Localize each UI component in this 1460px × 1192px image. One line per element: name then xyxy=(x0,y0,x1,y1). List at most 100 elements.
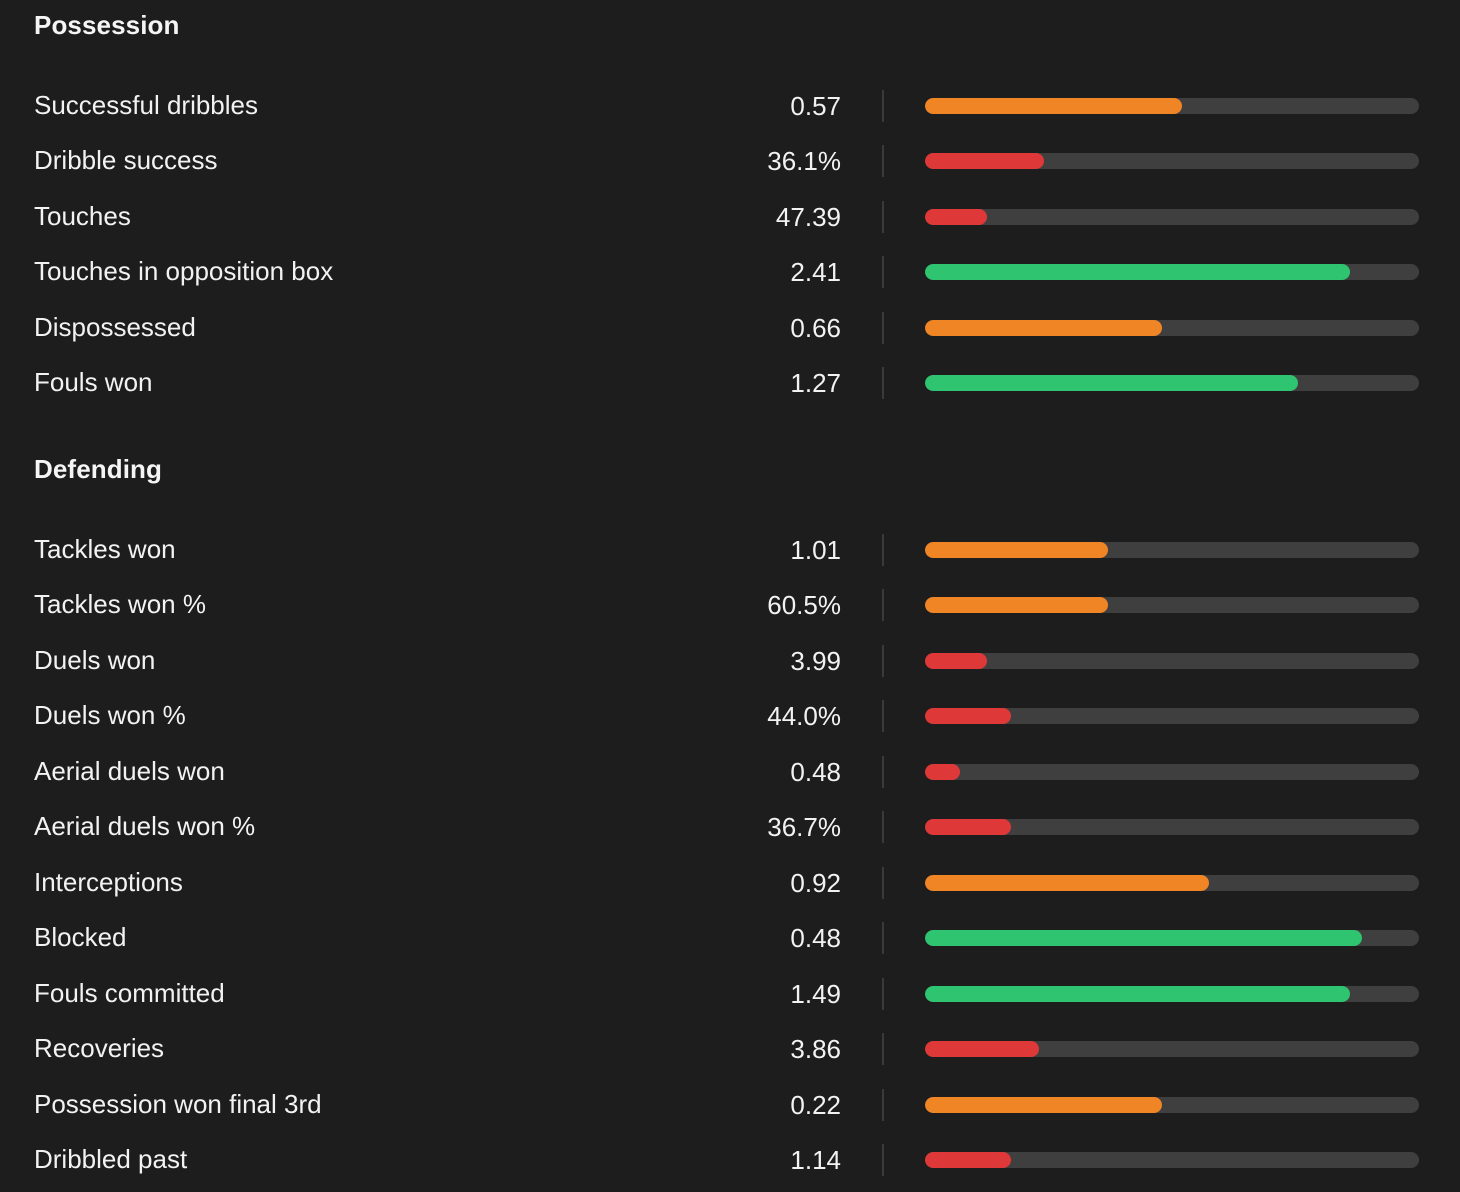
stat-row: Fouls committed 1.49 xyxy=(0,974,1460,1014)
percentile-bar-track xyxy=(925,1097,1419,1113)
stat-label: Successful dribbles xyxy=(34,90,258,120)
percentile-bar-fill xyxy=(925,320,1162,336)
stat-label: Dribble success xyxy=(34,145,218,175)
stat-label: Interceptions xyxy=(34,867,183,897)
percentile-bar-fill xyxy=(925,986,1350,1002)
stat-row: Tackles won 1.01 xyxy=(0,530,1460,570)
section-title-possession: Possession xyxy=(34,10,180,40)
percentile-bar-fill xyxy=(925,375,1298,391)
divider xyxy=(882,645,884,677)
stat-row: Touches in opposition box 2.41 xyxy=(0,252,1460,292)
stat-label: Fouls committed xyxy=(34,978,225,1008)
stat-value: 36.7% xyxy=(767,812,841,842)
percentile-bar-track xyxy=(925,375,1419,391)
stat-label: Tackles won % xyxy=(34,589,206,619)
percentile-bar-fill xyxy=(925,1097,1162,1113)
stat-value: 1.49 xyxy=(790,979,841,1009)
stat-row: Duels won 3.99 xyxy=(0,641,1460,681)
divider xyxy=(882,90,884,122)
percentile-bar-track xyxy=(925,1041,1419,1057)
percentile-bar-fill xyxy=(925,1041,1039,1057)
divider xyxy=(882,1033,884,1065)
stat-label: Recoveries xyxy=(34,1033,165,1063)
divider xyxy=(882,201,884,233)
stat-label: Dribbled past xyxy=(34,1144,188,1174)
stat-row: Possession won final 3rd 0.22 xyxy=(0,1085,1460,1125)
stat-value: 60.5% xyxy=(767,590,841,620)
stat-label: Duels won % xyxy=(34,700,186,730)
stat-value: 3.99 xyxy=(790,646,841,676)
percentile-bar-fill xyxy=(925,209,987,225)
percentile-bar-fill xyxy=(925,653,987,669)
percentile-bar-track xyxy=(925,98,1419,114)
section-title-defending: Defending xyxy=(34,454,163,484)
stat-row: Interceptions 0.92 xyxy=(0,863,1460,903)
stat-value: 3.86 xyxy=(790,1034,841,1064)
divider xyxy=(882,811,884,843)
percentile-bar-track xyxy=(925,875,1419,891)
stat-value: 47.39 xyxy=(775,202,841,232)
stat-value: 1.27 xyxy=(790,368,841,398)
percentile-bar-track xyxy=(925,320,1419,336)
divider xyxy=(882,145,884,177)
stat-label: Blocked xyxy=(34,922,127,952)
percentile-bar-fill xyxy=(925,153,1044,169)
stat-row: Dribble success 36.1% xyxy=(0,141,1460,181)
stat-row: Aerial duels won 0.48 xyxy=(0,752,1460,792)
percentile-bar-track xyxy=(925,819,1419,835)
stat-row: Dribbled past 1.14 xyxy=(0,1140,1460,1180)
divider xyxy=(882,589,884,621)
stat-label: Touches xyxy=(34,201,131,231)
stat-label: Aerial duels won xyxy=(34,756,225,786)
divider xyxy=(882,978,884,1010)
stat-value: 1.01 xyxy=(790,535,841,565)
percentile-bar-fill xyxy=(925,1152,1011,1168)
stat-label: Possession won final 3rd xyxy=(34,1089,322,1119)
divider xyxy=(882,367,884,399)
stat-row: Tackles won % 60.5% xyxy=(0,585,1460,625)
stat-value: 0.48 xyxy=(790,923,841,953)
stat-label: Touches in opposition box xyxy=(34,256,334,286)
stat-row: Fouls won 1.27 xyxy=(0,363,1460,403)
stat-row: Successful dribbles 0.57 xyxy=(0,86,1460,126)
divider xyxy=(882,312,884,344)
percentile-bar-fill xyxy=(925,264,1350,280)
stat-value: 0.66 xyxy=(790,313,841,343)
percentile-bar-track xyxy=(925,930,1419,946)
percentile-bar-track xyxy=(925,986,1419,1002)
percentile-bar-track xyxy=(925,764,1419,780)
stat-value: 44.0% xyxy=(767,701,841,731)
stat-value: 0.92 xyxy=(790,868,841,898)
percentile-bar-track xyxy=(925,153,1419,169)
stat-value: 0.57 xyxy=(790,91,841,121)
divider xyxy=(882,256,884,288)
stat-label: Fouls won xyxy=(34,367,153,397)
stat-row: Duels won % 44.0% xyxy=(0,696,1460,736)
percentile-bar-fill xyxy=(925,875,1209,891)
percentile-bar-track xyxy=(925,209,1419,225)
stat-row: Dispossessed 0.66 xyxy=(0,308,1460,348)
percentile-bar-track xyxy=(925,708,1419,724)
stat-row: Blocked 0.48 xyxy=(0,918,1460,958)
stat-value: 0.22 xyxy=(790,1090,841,1120)
stat-row: Touches 47.39 xyxy=(0,197,1460,237)
percentile-bar-track xyxy=(925,542,1419,558)
stat-row: Recoveries 3.86 xyxy=(0,1029,1460,1069)
percentile-bar-fill xyxy=(925,819,1011,835)
stat-value: 0.48 xyxy=(790,757,841,787)
stat-row: Aerial duels won % 36.7% xyxy=(0,807,1460,847)
percentile-bar-fill xyxy=(925,764,960,780)
percentile-bar-track xyxy=(925,1152,1419,1168)
stat-label: Aerial duels won % xyxy=(34,811,256,841)
stat-value: 2.41 xyxy=(790,257,841,287)
percentile-bar-fill xyxy=(925,597,1108,613)
stat-label: Tackles won xyxy=(34,534,176,564)
divider xyxy=(882,700,884,732)
divider xyxy=(882,867,884,899)
percentile-bar-track xyxy=(925,264,1419,280)
stat-value: 1.14 xyxy=(790,1145,841,1175)
percentile-bar-fill xyxy=(925,930,1362,946)
percentile-bar-fill xyxy=(925,542,1108,558)
stat-label: Duels won xyxy=(34,645,156,675)
percentile-bar-fill xyxy=(925,708,1011,724)
